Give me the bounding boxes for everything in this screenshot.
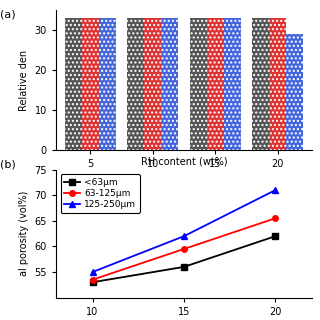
Y-axis label: al porosity (vol%): al porosity (vol%) bbox=[19, 191, 29, 276]
Bar bbox=[190, 18, 207, 150]
Bar bbox=[286, 34, 303, 150]
<63μm bbox=[91, 280, 94, 284]
Y-axis label: Relative den: Relative den bbox=[19, 49, 29, 111]
Bar bbox=[65, 18, 82, 150]
Bar bbox=[82, 18, 99, 150]
125-250μm bbox=[274, 188, 277, 192]
Bar bbox=[207, 18, 224, 150]
Legend: <63μm, 63-125μm, 125-250μm: <63μm, 63-125μm, 125-250μm bbox=[60, 174, 140, 213]
Bar bbox=[269, 18, 286, 150]
<63μm bbox=[182, 265, 186, 269]
125-250μm bbox=[182, 234, 186, 238]
63-125μm bbox=[182, 247, 186, 251]
X-axis label: RH content (wt%): RH content (wt%) bbox=[141, 175, 227, 185]
<63μm bbox=[274, 234, 277, 238]
Line: <63μm: <63μm bbox=[90, 233, 278, 285]
Bar bbox=[161, 18, 178, 150]
Bar bbox=[224, 18, 241, 150]
Bar bbox=[144, 18, 161, 150]
63-125μm bbox=[274, 216, 277, 220]
125-250μm bbox=[91, 270, 94, 274]
Bar bbox=[99, 18, 116, 150]
Text: RH content (wt%): RH content (wt%) bbox=[141, 156, 227, 167]
Text: (b): (b) bbox=[0, 159, 15, 169]
Bar bbox=[127, 18, 144, 150]
Bar bbox=[252, 18, 269, 150]
Line: 63-125μm: 63-125μm bbox=[90, 215, 278, 283]
Text: (a): (a) bbox=[0, 10, 15, 20]
63-125μm bbox=[91, 278, 94, 282]
Line: 125-250μm: 125-250μm bbox=[90, 187, 278, 275]
